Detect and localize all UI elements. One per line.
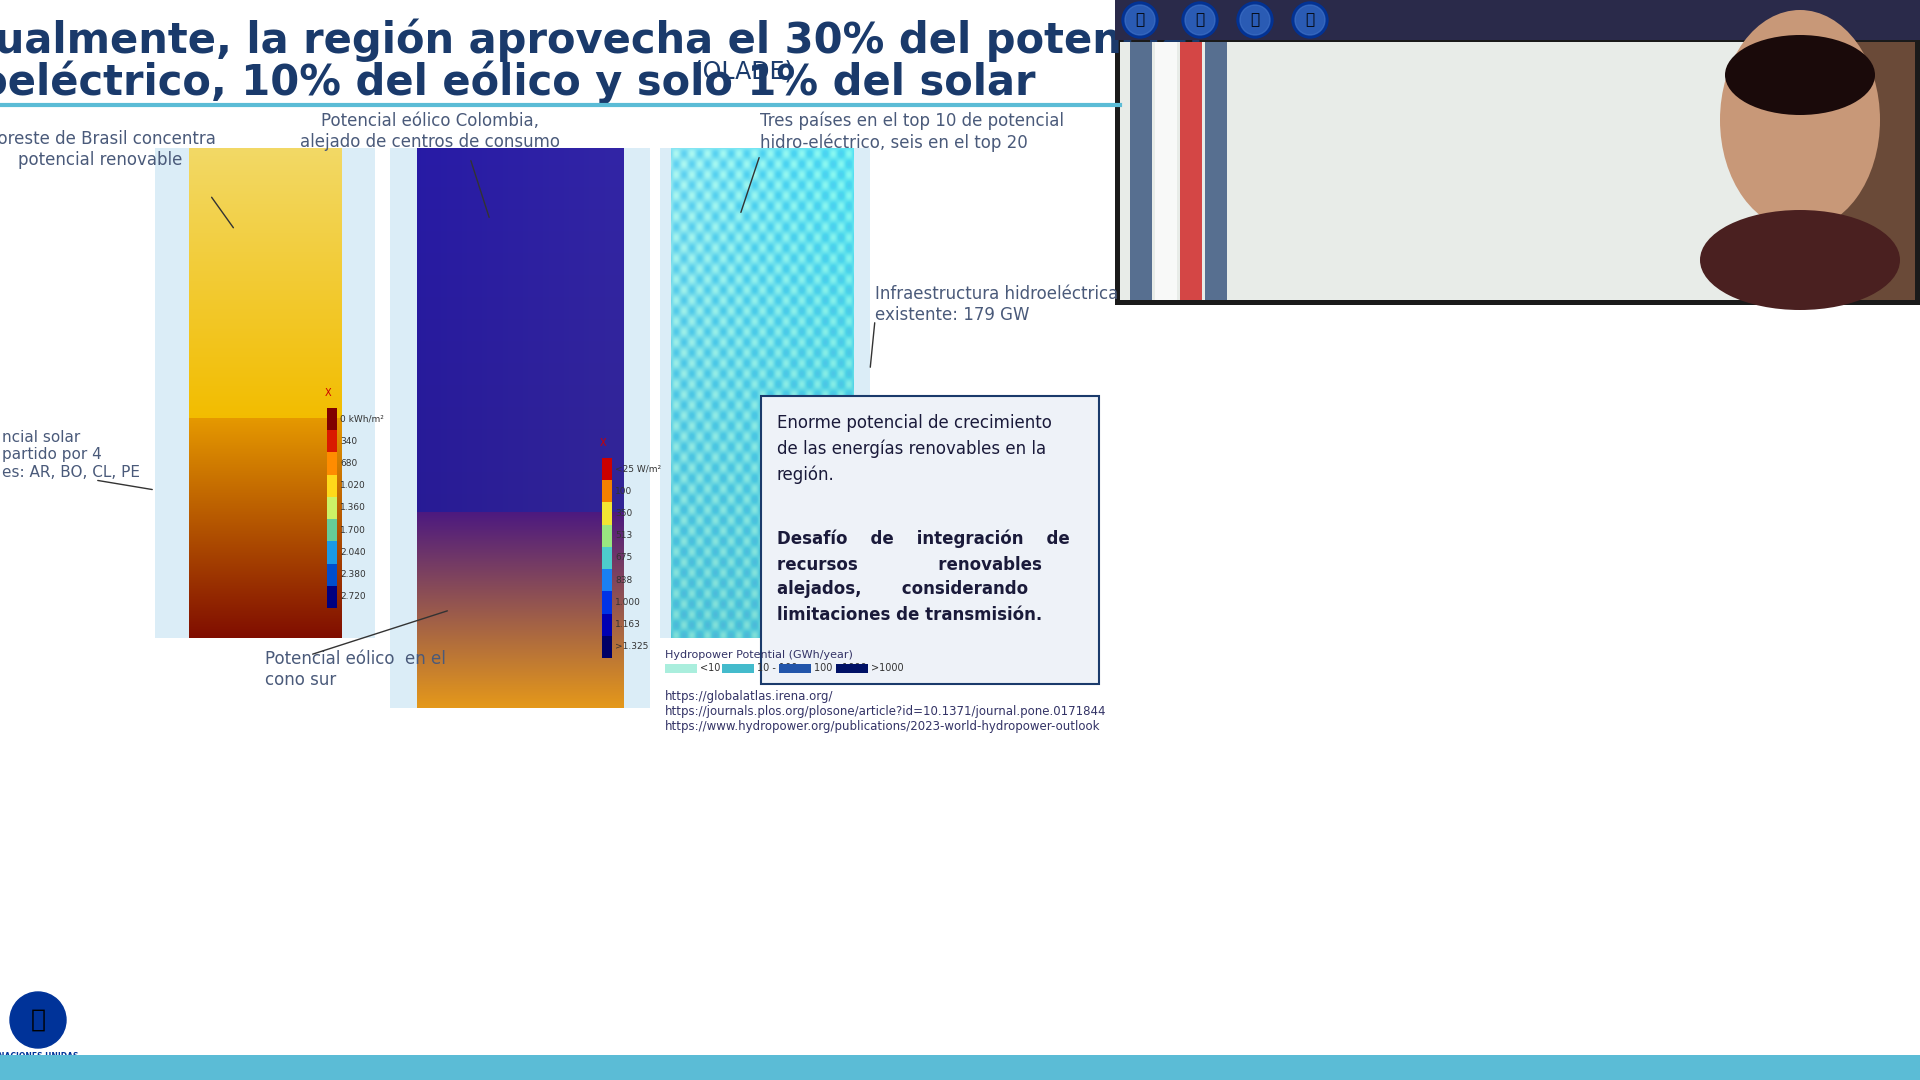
Bar xyxy=(1206,42,1227,300)
Circle shape xyxy=(1183,2,1217,38)
Bar xyxy=(326,453,338,475)
Text: 680: 680 xyxy=(340,459,357,468)
Bar xyxy=(1119,42,1780,300)
Circle shape xyxy=(1121,2,1158,38)
Text: 🌐: 🌐 xyxy=(31,1008,46,1032)
Bar xyxy=(326,430,338,453)
Bar xyxy=(603,458,612,481)
Text: 340: 340 xyxy=(340,436,357,446)
Text: 🌐: 🌐 xyxy=(1135,13,1144,27)
Text: https://globalatlas.irena.org/
https://journals.plos.org/plosone/article?id=10.1: https://globalatlas.irena.org/ https://j… xyxy=(664,690,1106,733)
Text: <25 W/m²: <25 W/m² xyxy=(614,464,660,474)
Text: Infraestructura hidroeléctrica
existente: 179 GW: Infraestructura hidroeléctrica existente… xyxy=(876,285,1117,324)
Text: 1.020: 1.020 xyxy=(340,482,365,490)
Bar xyxy=(1156,42,1177,300)
Text: C E P A L: C E P A L xyxy=(10,1062,65,1072)
Ellipse shape xyxy=(1720,10,1880,230)
Bar xyxy=(603,613,612,636)
Bar xyxy=(603,481,612,502)
Bar xyxy=(603,569,612,592)
Bar xyxy=(1181,42,1202,300)
Circle shape xyxy=(1236,2,1273,38)
Bar xyxy=(722,664,755,673)
Text: 2.380: 2.380 xyxy=(340,570,365,579)
Text: <10: <10 xyxy=(701,663,720,673)
Bar xyxy=(326,408,338,430)
Bar xyxy=(156,148,374,638)
Text: 10 - 100: 10 - 100 xyxy=(756,663,797,673)
Bar xyxy=(326,585,338,608)
Text: 🌐: 🌐 xyxy=(1306,13,1315,27)
Circle shape xyxy=(1185,5,1215,35)
Circle shape xyxy=(1294,5,1325,35)
Text: ncial solar
partido por 4
es: AR, BO, CL, PE: ncial solar partido por 4 es: AR, BO, CL… xyxy=(2,430,140,480)
Bar xyxy=(0,1055,1920,1080)
Text: (OLADE): (OLADE) xyxy=(685,60,793,84)
Bar xyxy=(603,502,612,525)
Circle shape xyxy=(1125,5,1156,35)
Text: 513: 513 xyxy=(614,531,632,540)
Text: 0 kWh/m²: 0 kWh/m² xyxy=(340,415,384,423)
Bar xyxy=(1131,42,1152,300)
Text: >1.325: >1.325 xyxy=(614,643,649,651)
FancyBboxPatch shape xyxy=(760,396,1098,684)
Bar xyxy=(835,664,868,673)
Bar xyxy=(603,636,612,658)
Bar xyxy=(660,148,870,638)
Text: Enorme potencial de crecimiento
de las energías renovables en la
región.: Enorme potencial de crecimiento de las e… xyxy=(778,414,1052,484)
Ellipse shape xyxy=(1724,35,1876,114)
Bar xyxy=(603,546,612,569)
Text: Actualmente, la región aprovecha el 30% del potencial: Actualmente, la región aprovecha el 30% … xyxy=(0,18,1202,62)
Text: Tres países en el top 10 de potencial
hidro-eléctrico, seis en el top 20: Tres países en el top 10 de potencial hi… xyxy=(760,112,1064,152)
Text: 1.700: 1.700 xyxy=(340,526,367,535)
Bar xyxy=(603,525,612,546)
Bar xyxy=(1116,0,1920,305)
Text: 1.360: 1.360 xyxy=(340,503,367,513)
Bar xyxy=(780,664,810,673)
Text: NACIONES UNIDAS: NACIONES UNIDAS xyxy=(0,1052,79,1061)
Bar xyxy=(390,148,651,708)
Circle shape xyxy=(1240,5,1269,35)
Bar xyxy=(326,475,338,497)
Text: 1.000: 1.000 xyxy=(614,598,641,607)
Text: Noreste de Brasil concentra
potencial renovable: Noreste de Brasil concentra potencial re… xyxy=(0,130,215,168)
Circle shape xyxy=(1292,2,1329,38)
Text: Hydropower Potential (GWh/year): Hydropower Potential (GWh/year) xyxy=(664,650,852,660)
Text: Potencial eólico Colombia,
alejado de centros de consumo: Potencial eólico Colombia, alejado de ce… xyxy=(300,112,561,151)
Bar xyxy=(1116,0,1920,40)
Text: Desafío    de    integración    de
recursos              renovables
alejados,   : Desafío de integración de recursos renov… xyxy=(778,530,1069,623)
Text: 100: 100 xyxy=(614,487,632,496)
Text: 350: 350 xyxy=(614,509,632,518)
Bar xyxy=(326,564,338,585)
Text: X: X xyxy=(324,388,332,399)
Text: 2.720: 2.720 xyxy=(340,593,365,602)
Text: Potencial eólico  en el
cono sur: Potencial eólico en el cono sur xyxy=(265,650,445,689)
Text: 🌐: 🌐 xyxy=(1196,13,1204,27)
Bar xyxy=(326,497,338,519)
Text: X: X xyxy=(599,438,607,448)
Text: 🌐: 🌐 xyxy=(1250,13,1260,27)
Bar xyxy=(603,592,612,613)
Text: 1.163: 1.163 xyxy=(614,620,641,630)
Text: hidroeléctrico, 10% del eólico y solo 1% del solar: hidroeléctrico, 10% del eólico y solo 1%… xyxy=(0,60,1035,104)
Circle shape xyxy=(10,993,65,1048)
Bar xyxy=(1119,42,1914,300)
Text: 675: 675 xyxy=(614,553,632,563)
Text: 2.040: 2.040 xyxy=(340,548,365,557)
Ellipse shape xyxy=(1699,210,1901,310)
Bar xyxy=(326,519,338,541)
Text: 100 - 1000: 100 - 1000 xyxy=(814,663,866,673)
Bar xyxy=(664,664,697,673)
Text: >1000: >1000 xyxy=(872,663,904,673)
Text: 838: 838 xyxy=(614,576,632,584)
Bar xyxy=(326,541,338,564)
